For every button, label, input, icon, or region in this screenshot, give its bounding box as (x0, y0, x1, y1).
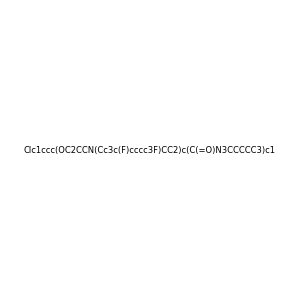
Text: Clc1ccc(OC2CCN(Cc3c(F)cccc3F)CC2)c(C(=O)N3CCCCC3)c1: Clc1ccc(OC2CCN(Cc3c(F)cccc3F)CC2)c(C(=O)… (24, 146, 276, 154)
